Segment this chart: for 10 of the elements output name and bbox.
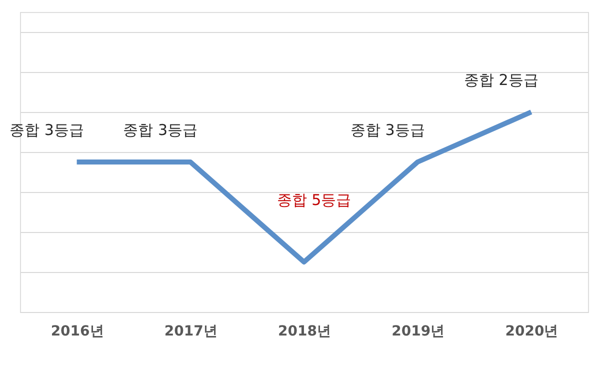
x-tick-label: 2018년 [278,324,331,340]
text: 종합 3등급 [350,121,425,139]
x-tick-label: 2017년 [164,324,218,340]
text: 종합 5등급 [276,191,352,209]
x-tick-label: 2016년 [50,324,104,340]
x-tick-label: 2020년 [505,324,558,340]
text: 종합 3등급 [123,121,198,139]
text: 종합 2등급 [464,71,538,89]
text: 종합 3등급 [10,121,84,139]
x-tick-label: 2019년 [392,324,445,340]
